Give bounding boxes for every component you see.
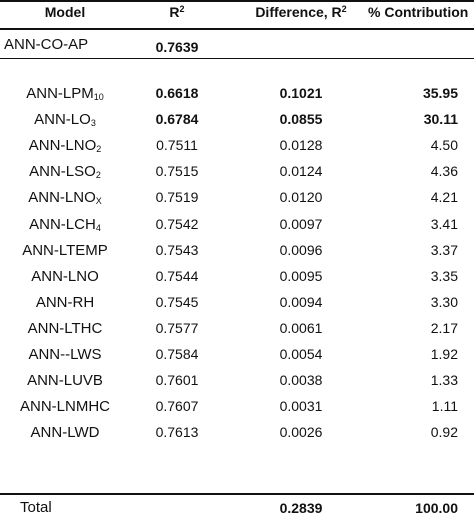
table-row-difference: 0.0095 <box>279 268 323 284</box>
table-row-r2: 0.7545 <box>155 294 199 310</box>
table-row-contribution: 35.95 <box>422 85 458 101</box>
table-row-difference: 0.0094 <box>279 294 323 310</box>
table-row-difference: 0.0855 <box>279 111 323 127</box>
table-row-model: ANN-LNMHC <box>20 398 110 415</box>
base-rule <box>0 58 474 59</box>
table-row-difference: 0.1021 <box>279 85 323 101</box>
table-row-contribution: 2.17 <box>430 320 458 336</box>
table-row-difference: 0.0096 <box>279 242 323 258</box>
table-row-model: ANN-LNO2 <box>28 137 102 154</box>
table-row-difference: 0.0026 <box>279 424 323 440</box>
table-row-contribution: 1.92 <box>430 346 458 362</box>
header-contribution: % Contribution <box>368 4 469 20</box>
table-row-r2: 0.7519 <box>155 189 199 205</box>
table-row-model: ANN-LTEMP <box>22 242 108 259</box>
table-row-difference: 0.0031 <box>279 398 323 414</box>
total-difference: 0.2839 <box>279 500 323 516</box>
table-row-difference: 0.0128 <box>279 137 323 153</box>
table-row-contribution: 30.11 <box>423 111 458 127</box>
table-row-contribution: 1.33 <box>430 372 458 388</box>
table-row-difference: 0.0054 <box>279 346 323 362</box>
table-row-r2: 0.7584 <box>155 346 199 362</box>
header-difference: Difference, R2 <box>255 4 347 20</box>
total-rule <box>0 493 474 495</box>
table-row-r2: 0.7511 <box>156 137 198 153</box>
table-row-contribution: 3.35 <box>430 268 458 284</box>
table-row-difference: 0.0061 <box>279 320 323 336</box>
table-row-contribution: 0.92 <box>430 424 458 440</box>
table-row-model: ANN-LNO <box>31 268 99 285</box>
base-r2: 0.7639 <box>155 39 199 55</box>
base-model: ANN-CO-AP <box>4 36 89 53</box>
table-row-r2: 0.7613 <box>155 424 199 440</box>
table-row-r2: 0.7607 <box>155 398 199 414</box>
table-row-model: ANN--LWS <box>28 346 102 363</box>
table-row-r2: 0.6784 <box>155 111 199 127</box>
table-row-model: ANN-LO3 <box>34 111 96 128</box>
table-row-model: ANN-LTHC <box>27 320 103 337</box>
table-row-model: ANN-LPM10 <box>26 85 104 102</box>
table-row-model: ANN-LSO2 <box>29 163 101 180</box>
table-row-r2: 0.7542 <box>155 216 199 232</box>
table-row-contribution: 4.36 <box>430 163 458 179</box>
top-rule <box>0 0 474 2</box>
table-row-model: ANN-LUVB <box>27 372 103 389</box>
table-row-difference: 0.0124 <box>279 163 323 179</box>
table-row-contribution: 3.30 <box>430 294 458 310</box>
header-rule <box>0 28 474 30</box>
table-row-model: ANN-LNOX <box>28 189 102 206</box>
table-row-r2: 0.6618 <box>155 85 199 101</box>
table-row-model: ANN-RH <box>35 294 95 311</box>
table-row-r2: 0.7543 <box>155 242 199 258</box>
table-row-contribution: 1.11 <box>431 398 458 414</box>
header-r2: R2 <box>169 4 185 20</box>
table-row-contribution: 4.21 <box>430 189 458 205</box>
table-row-contribution: 4.50 <box>430 137 458 153</box>
table-row-r2: 0.7515 <box>155 163 199 179</box>
table-row-r2: 0.7601 <box>155 372 199 388</box>
table-row-r2: 0.7577 <box>155 320 199 336</box>
table-row-difference: 0.0038 <box>279 372 323 388</box>
total-contribution: 100.00 <box>415 500 458 516</box>
header-model: Model <box>44 4 86 20</box>
table-row-model: ANN-LWD <box>30 424 100 441</box>
table-row-difference: 0.0097 <box>279 216 323 232</box>
table-row-r2: 0.7544 <box>155 268 199 284</box>
table-row-contribution: 3.41 <box>430 216 458 232</box>
total-label: Total <box>20 499 52 516</box>
table-row-model: ANN-LCH4 <box>29 216 101 233</box>
table-row-contribution: 3.37 <box>430 242 458 258</box>
table-row-difference: 0.0120 <box>279 189 323 205</box>
